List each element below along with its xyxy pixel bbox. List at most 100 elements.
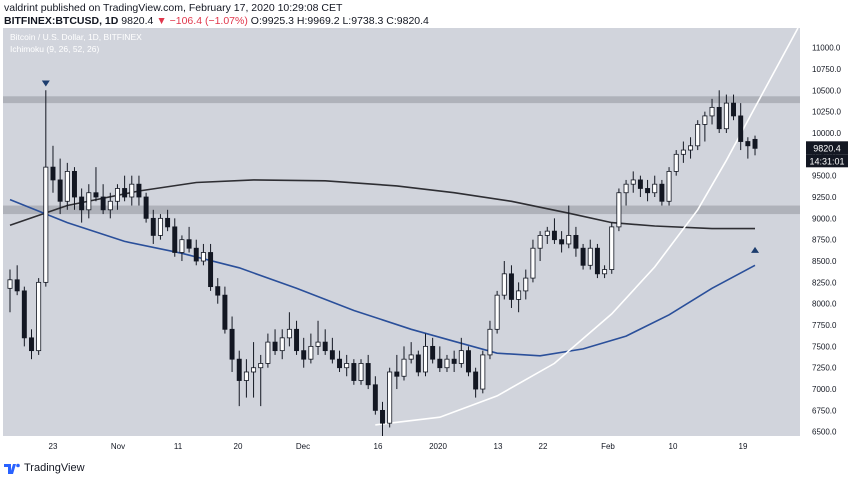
candle-body[interactable] <box>594 247 600 275</box>
candle-body[interactable] <box>465 350 471 373</box>
candle-body[interactable] <box>573 235 579 249</box>
time-axis[interactable] <box>3 436 800 455</box>
tradingview-logo-icon[interactable] <box>3 461 21 475</box>
candle-body[interactable] <box>107 200 113 211</box>
candle-body[interactable] <box>236 358 242 381</box>
candle-body[interactable] <box>494 294 500 330</box>
price-chart[interactable]: 11000.010750.010500.010250.010000.09750.… <box>0 27 850 455</box>
candle-body[interactable] <box>587 247 593 266</box>
candle-body[interactable] <box>150 217 156 236</box>
candle-body[interactable] <box>43 166 49 283</box>
candle-body[interactable] <box>530 247 536 279</box>
candle-body[interactable] <box>702 115 708 125</box>
candle-body[interactable] <box>537 235 543 249</box>
candle-body[interactable] <box>351 363 357 381</box>
candle-body[interactable] <box>544 230 550 236</box>
candle-body[interactable] <box>451 358 457 364</box>
candle-body[interactable] <box>415 354 421 373</box>
candle-body[interactable] <box>57 179 63 202</box>
resistance-zone-1[interactable] <box>3 205 800 215</box>
candle-body[interactable] <box>566 235 572 245</box>
candle-body[interactable] <box>602 269 608 275</box>
candle-body[interactable] <box>344 363 350 369</box>
candle-body[interactable] <box>738 115 744 142</box>
candle-body[interactable] <box>430 345 436 360</box>
candle-body[interactable] <box>408 354 414 360</box>
candle-body[interactable] <box>222 294 228 330</box>
candle-body[interactable] <box>551 230 557 241</box>
candle-body[interactable] <box>258 363 264 369</box>
candle-body[interactable] <box>666 170 672 202</box>
candle-body[interactable] <box>215 286 221 296</box>
candle-body[interactable] <box>165 217 171 228</box>
candle-body[interactable] <box>559 239 565 245</box>
candle-body[interactable] <box>279 337 285 352</box>
candle-body[interactable] <box>637 179 643 189</box>
candle-body[interactable] <box>516 290 522 300</box>
candle-body[interactable] <box>265 341 271 364</box>
candle-body[interactable] <box>380 409 385 424</box>
candle-body[interactable] <box>716 106 722 130</box>
candle-body[interactable] <box>29 337 34 352</box>
candle-body[interactable] <box>652 183 658 194</box>
candle-body[interactable] <box>286 328 292 339</box>
candle-body[interactable] <box>609 226 615 270</box>
candle-body[interactable] <box>143 196 149 219</box>
candle-body[interactable] <box>36 281 42 352</box>
candle-body[interactable] <box>122 188 128 198</box>
candle-body[interactable] <box>387 371 393 424</box>
candle-body[interactable] <box>458 350 464 364</box>
candle-body[interactable] <box>86 192 92 211</box>
tradingview-brand[interactable]: TradingView <box>24 462 85 474</box>
candle-body[interactable] <box>294 328 300 352</box>
moving-average-blue[interactable] <box>9 198 756 357</box>
candle-body[interactable] <box>680 149 686 155</box>
candle-body[interactable] <box>157 217 163 236</box>
candle-body[interactable] <box>50 166 56 181</box>
candle-body[interactable] <box>688 145 694 151</box>
candle-body[interactable] <box>7 279 13 289</box>
candle-body[interactable] <box>473 371 479 390</box>
candle-body[interactable] <box>501 273 507 296</box>
candle-body[interactable] <box>580 247 586 266</box>
candle-body[interactable] <box>401 358 407 377</box>
candle-body[interactable] <box>172 226 178 253</box>
candle-body[interactable] <box>630 179 636 185</box>
candle-body[interactable] <box>508 273 514 300</box>
candle-body[interactable] <box>616 192 622 228</box>
candle-body[interactable] <box>709 106 715 117</box>
resistance-zone-0[interactable] <box>3 96 800 104</box>
author-name[interactable]: valdrint <box>4 2 38 14</box>
candle-body[interactable] <box>79 196 85 211</box>
indicator-legend[interactable]: Ichimoku (9, 26, 52, 26) <box>10 44 99 54</box>
candle-body[interactable] <box>444 358 450 369</box>
candle-body[interactable] <box>272 341 278 352</box>
candle-body[interactable] <box>186 239 192 249</box>
candle-body[interactable] <box>437 358 443 369</box>
candle-body[interactable] <box>394 371 400 377</box>
candle-body[interactable] <box>114 188 120 202</box>
candle-body[interactable] <box>358 363 364 381</box>
candle-body[interactable] <box>337 358 343 369</box>
candle-body[interactable] <box>480 354 486 390</box>
candle-body[interactable] <box>659 183 665 202</box>
candle-body[interactable] <box>745 141 751 147</box>
candle-body[interactable] <box>723 102 729 130</box>
candle-body[interactable] <box>71 170 77 198</box>
candle-body[interactable] <box>752 138 758 149</box>
candle-body[interactable] <box>329 350 335 360</box>
chart-area[interactable]: 11000.010750.010500.010250.010000.09750.… <box>0 27 850 455</box>
candle-body[interactable] <box>372 384 378 411</box>
moving-average-dark[interactable] <box>9 179 755 230</box>
candle-body[interactable] <box>136 183 142 198</box>
candle-body[interactable] <box>673 153 679 172</box>
candle-body[interactable] <box>365 363 371 386</box>
candle-body[interactable] <box>64 170 70 202</box>
candle-body[interactable] <box>308 345 314 360</box>
candle-body[interactable] <box>731 102 737 117</box>
candle-body[interactable] <box>229 328 235 360</box>
candle-body[interactable] <box>208 252 214 288</box>
candle-body[interactable] <box>100 196 106 211</box>
candle-body[interactable] <box>251 367 257 373</box>
candle-body[interactable] <box>14 279 20 292</box>
